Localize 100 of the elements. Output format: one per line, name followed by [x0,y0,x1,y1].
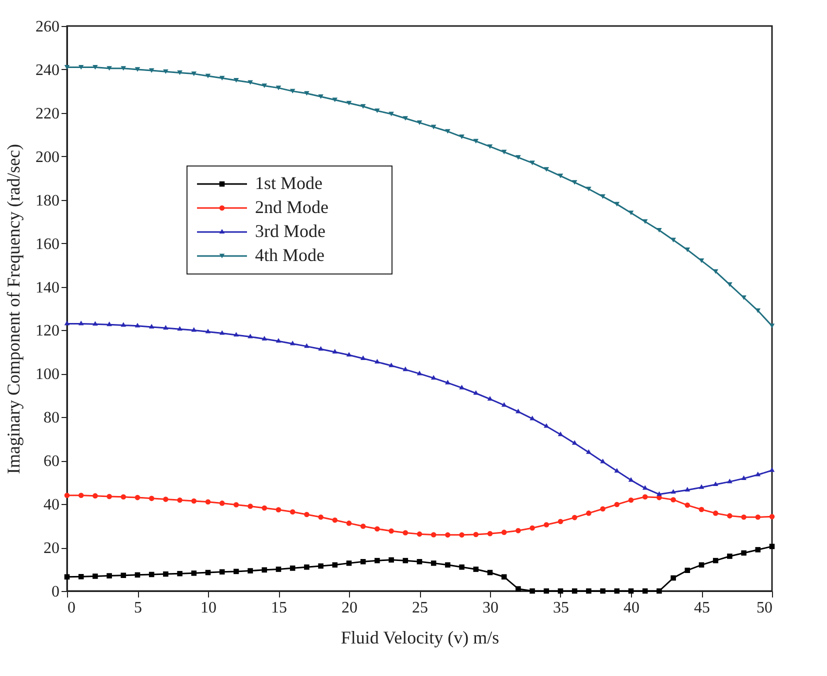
point [698,258,704,263]
point [120,66,126,71]
point [234,502,239,508]
point [586,510,592,516]
point [727,554,732,559]
point [769,514,775,520]
point [684,502,690,508]
point [219,330,225,335]
point [402,116,408,121]
point [148,324,154,328]
y-tick-label: 240 [36,62,60,79]
point [374,358,380,364]
x-tick-label: 25 [412,600,428,616]
point [248,80,253,85]
point [670,238,676,242]
point [445,562,450,568]
point [163,496,168,502]
point [191,327,197,332]
point [516,155,521,160]
point [304,91,310,96]
point [530,416,535,420]
point [430,560,436,566]
point [219,569,225,575]
point [670,497,676,502]
x-axis-title: Fluid Velocity (v) m/s [340,628,500,648]
point [248,568,253,574]
point [459,134,464,140]
point [530,525,535,531]
x-tick-label: 10 [200,600,216,616]
point [628,498,634,503]
x-tick-label: 50 [756,600,772,616]
point [755,472,761,476]
point [276,507,282,512]
y-tick-label: 80 [44,410,60,427]
point [191,498,197,504]
point [219,76,225,80]
point [402,530,408,536]
point [276,338,282,343]
point [558,431,564,436]
x-tick-label: 30 [482,600,498,616]
point [642,494,648,500]
y-tick-label: 180 [36,192,60,210]
y-tick-label: 260 [36,18,60,36]
point [332,518,338,523]
point [600,458,606,464]
point [586,186,592,192]
point [558,174,564,178]
point [92,64,98,70]
x-tick-label: 15 [271,600,287,616]
point [248,504,253,509]
point [530,588,535,594]
point [318,514,324,520]
point [698,506,704,512]
x-tick-label: 5 [134,600,142,616]
point [318,94,324,99]
y-tick-label: 200 [36,148,60,166]
point [684,486,690,492]
point [78,574,84,580]
point [205,74,211,78]
point [445,129,450,134]
point [360,104,366,109]
point [501,530,507,535]
point [234,568,239,574]
legend-label: 1st Mode [255,173,323,193]
point [741,514,746,520]
point [572,180,578,185]
point [769,467,775,472]
point [600,588,606,594]
point [741,550,746,556]
point [234,332,239,337]
point [134,67,140,72]
point [445,532,450,538]
point [318,563,324,569]
point [572,440,578,445]
point [134,322,140,328]
point [360,355,366,360]
point [64,492,70,498]
x-tick-label: 45 [694,600,710,616]
point [374,526,380,532]
point [698,484,704,489]
point [191,570,197,576]
y-tick-label: 0 [52,584,60,600]
point [684,248,690,252]
point [416,370,422,376]
point [374,558,380,564]
point [712,510,718,516]
point [205,328,211,334]
point [501,574,507,580]
point [234,78,239,83]
point [106,322,112,326]
point [459,564,464,570]
point [473,532,479,538]
point [248,334,253,338]
point [290,509,296,515]
point [360,524,366,529]
point [148,68,154,73]
point [163,325,168,330]
legend-label: 2nd Mode [255,197,329,217]
point [290,566,296,571]
point [191,72,197,76]
